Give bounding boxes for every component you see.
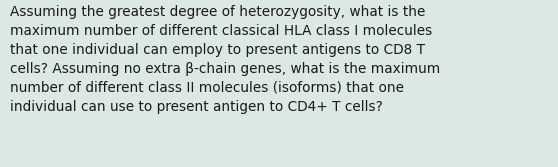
Text: Assuming the greatest degree of heterozygosity, what is the
maximum number of di: Assuming the greatest degree of heterozy… (10, 5, 440, 114)
